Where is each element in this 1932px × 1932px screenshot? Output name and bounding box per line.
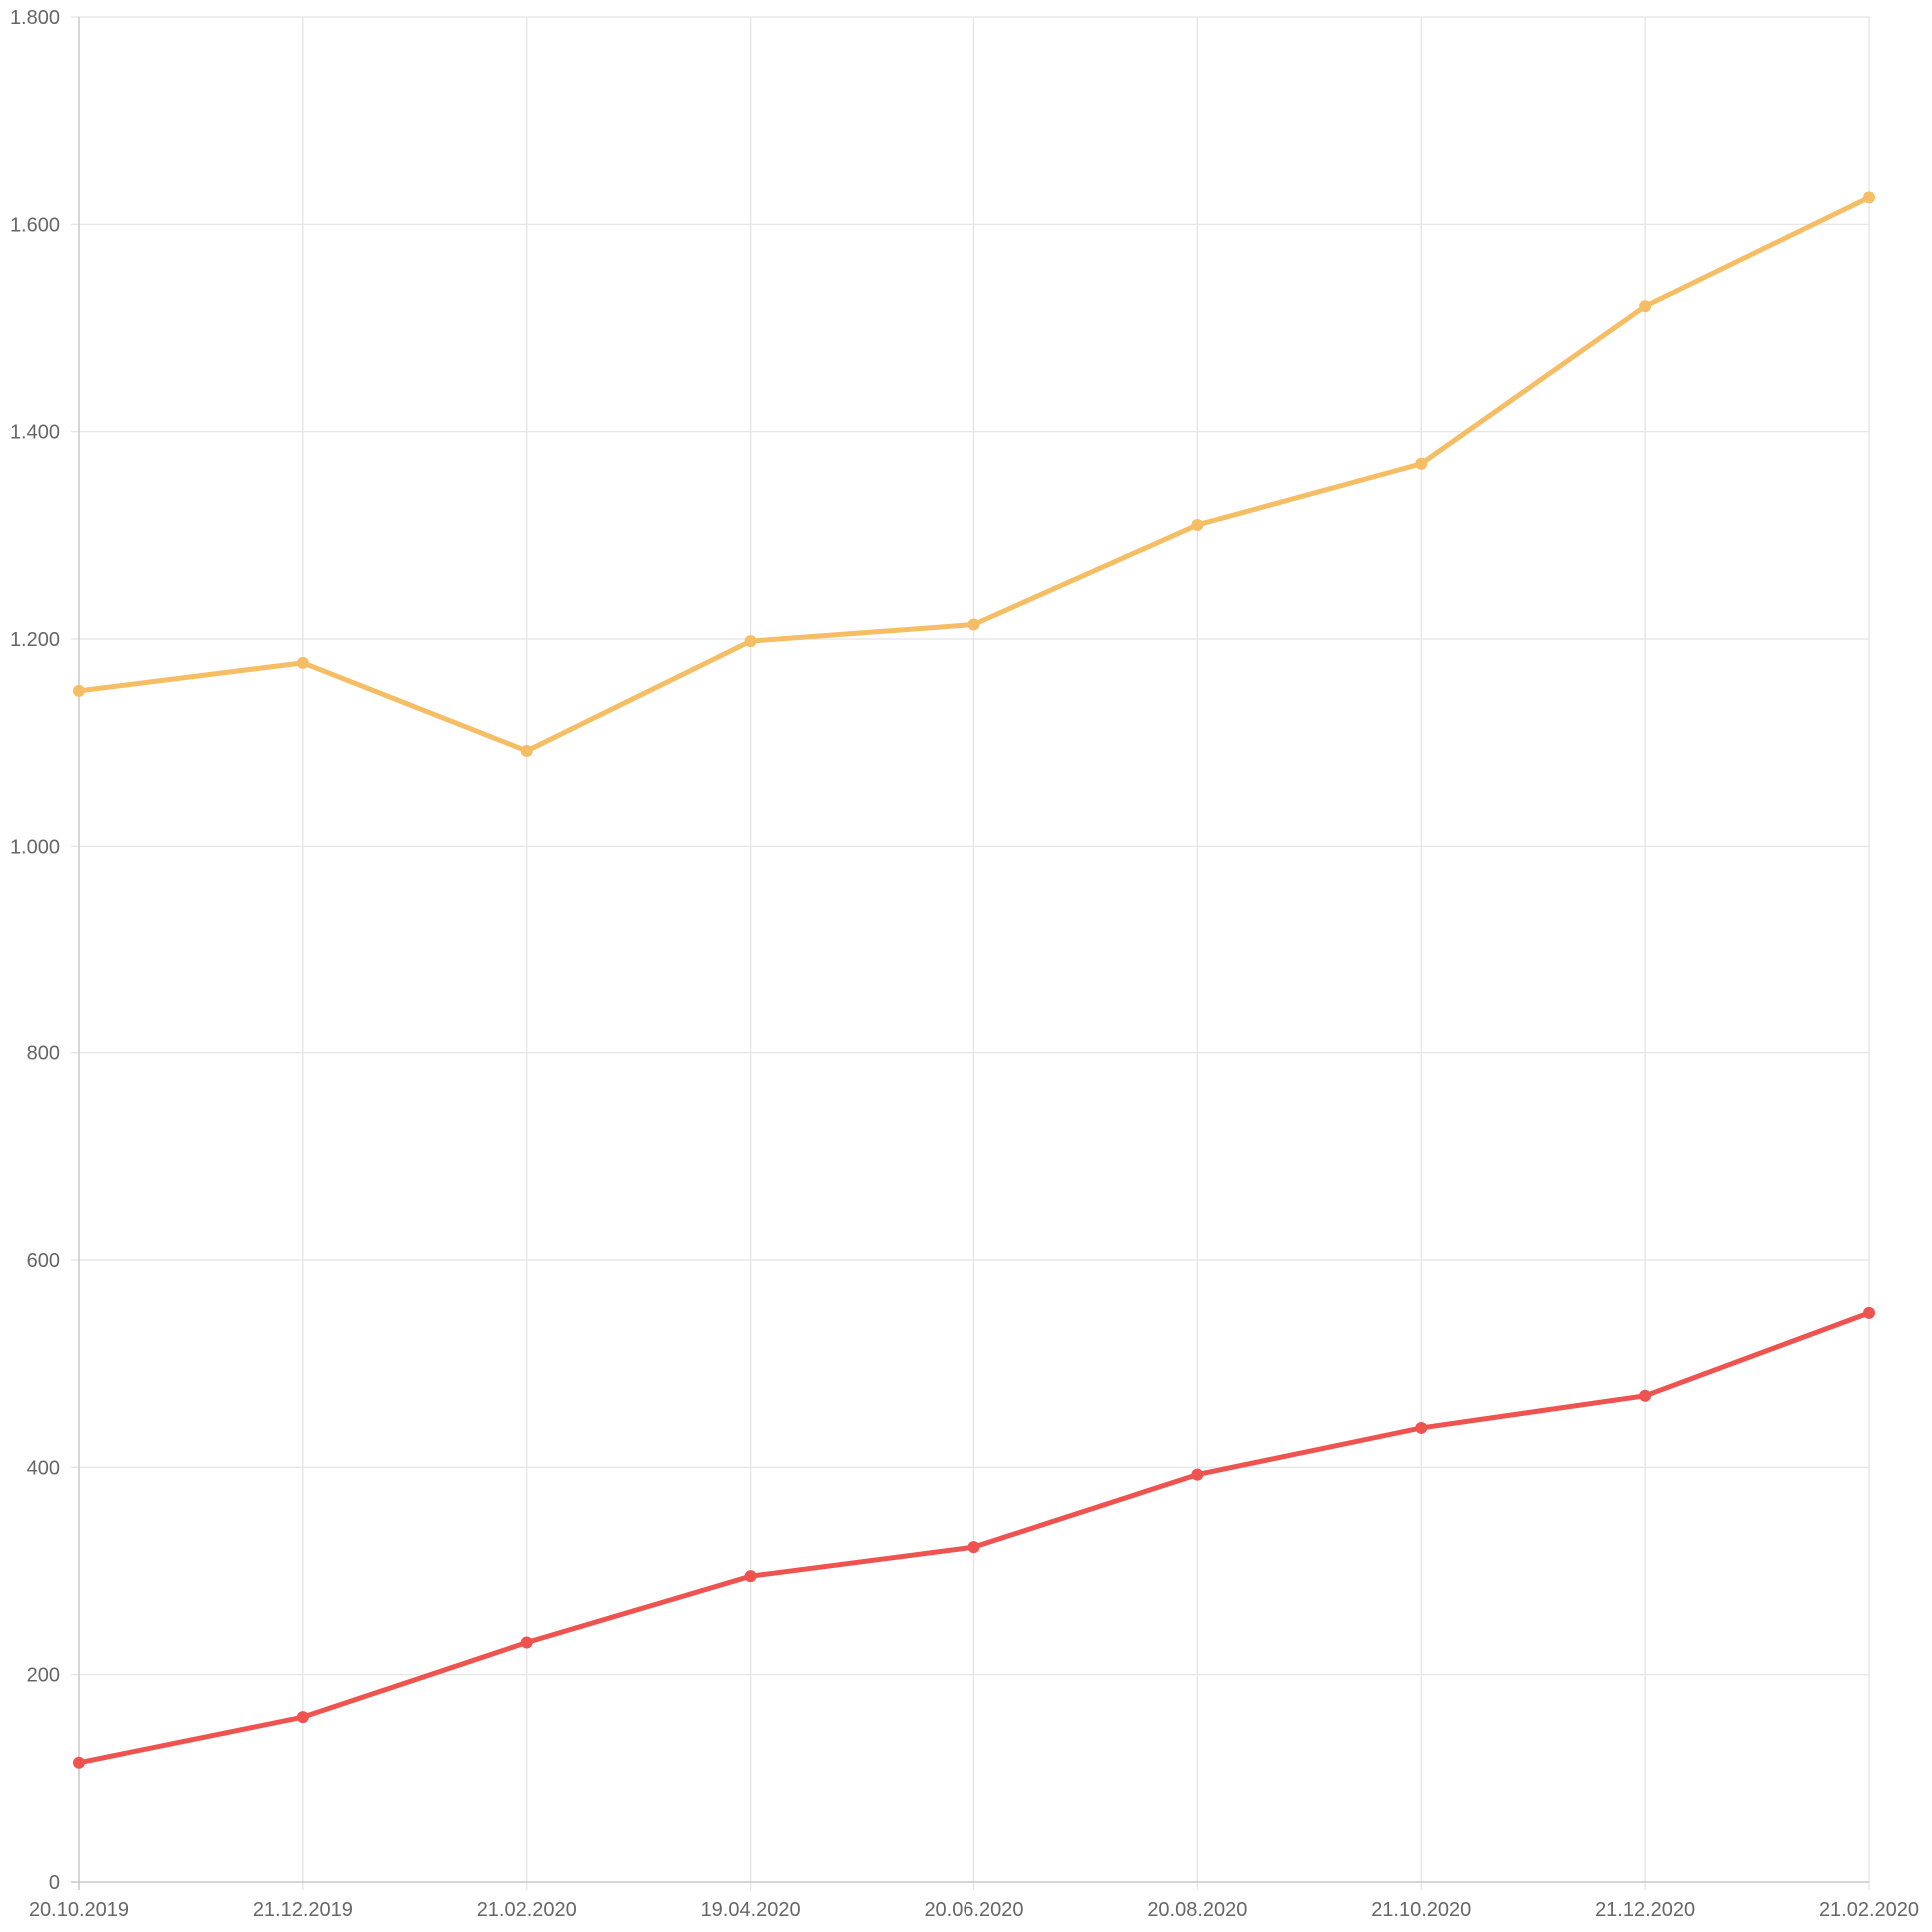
y-tick-label: 1.200 [10,629,60,651]
x-tick-label: 21.02.2020 [1819,1899,1919,1921]
x-tick-label: 19.04.2020 [701,1899,801,1921]
x-tick-label: 21.12.2019 [253,1899,353,1921]
data-point[interactable] [1863,1306,1875,1319]
y-tick-label: 1.800 [10,7,60,29]
data-point[interactable] [520,1636,533,1649]
data-point[interactable] [296,1711,309,1724]
x-tick-label: 20.06.2020 [924,1899,1023,1921]
data-point[interactable] [1639,1389,1652,1402]
data-point[interactable] [73,684,85,697]
y-tick-label: 1.600 [10,214,60,236]
y-tick-label: 0 [49,1872,60,1894]
data-point[interactable] [1191,518,1204,531]
data-point[interactable] [73,1756,85,1769]
data-point[interactable] [744,635,757,648]
y-tick-label: 800 [27,1043,60,1065]
vertical-gridlines [302,17,1870,1890]
y-axis-ticks: 0 200 400 600 800 1.000 1.200 1.400 1.600 1.800 [10,7,60,1894]
y-tick-label: 600 [27,1250,60,1272]
y-tick-label: 1.400 [10,422,60,444]
y-tick-label: 200 [27,1665,60,1687]
x-axis-ticks: 20.10.2019 21.12.2019 21.02.2020 19.04.2020… [29,1899,1919,1921]
data-point[interactable] [967,1541,980,1554]
x-tick-label: 20.08.2020 [1147,1899,1247,1921]
series-layer [73,191,1875,1769]
series-1 [73,191,1875,757]
y-tick-label: 400 [27,1457,60,1479]
data-point[interactable] [520,744,533,757]
data-point[interactable] [296,656,309,669]
data-point[interactable] [744,1570,757,1583]
x-tick-label: 21.02.2020 [477,1899,577,1921]
data-point[interactable] [1639,300,1652,313]
x-tick-label: 20.10.2019 [29,1899,129,1921]
horizontal-gridlines [71,16,1869,1676]
data-point[interactable] [1191,1468,1204,1481]
data-point[interactable] [1863,191,1875,204]
x-tick-label: 21.12.2020 [1595,1899,1695,1921]
data-point[interactable] [1415,457,1428,470]
data-point[interactable] [967,618,980,631]
x-tick-label: 21.10.2020 [1371,1899,1471,1921]
data-point[interactable] [1415,1421,1428,1434]
y-tick-label: 1.000 [10,836,60,858]
series-2 [73,1306,1875,1769]
